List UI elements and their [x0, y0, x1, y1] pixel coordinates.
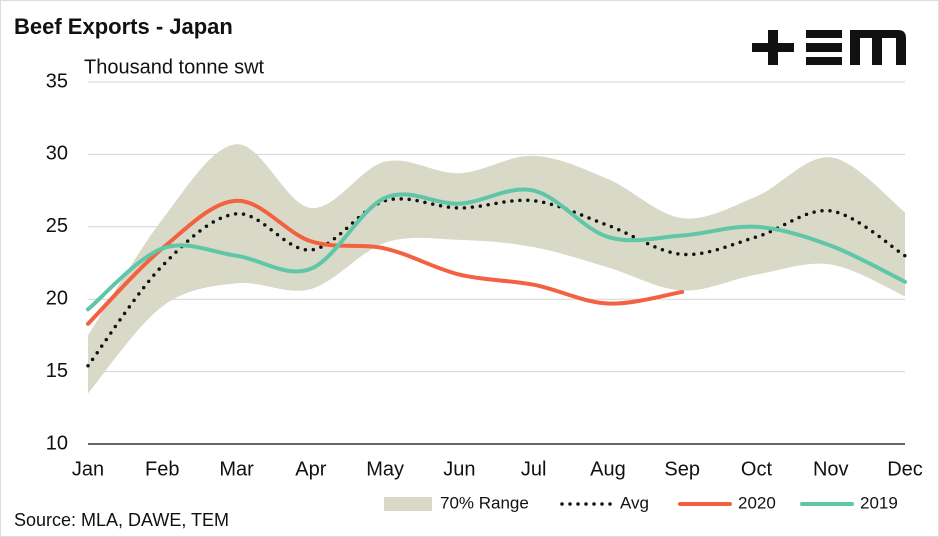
x-tick-label: Jan [72, 458, 104, 480]
x-tick-label: Apr [295, 458, 326, 480]
chart-title: Beef Exports - Japan [14, 14, 233, 39]
y-tick-label: 35 [46, 70, 68, 92]
y-tick-label: 20 [46, 287, 68, 309]
series-line [86, 187, 907, 312]
legend-label: 2019 [860, 493, 898, 512]
x-tick-label: Dec [887, 458, 923, 480]
x-tick-label: Jul [521, 458, 547, 480]
x-tick-label: Aug [590, 458, 626, 480]
range-band [88, 144, 905, 394]
y-tick-label: 10 [46, 432, 68, 454]
x-tick-label: Mar [219, 458, 254, 480]
legend-swatch [384, 497, 432, 511]
y-tick-label: 15 [46, 360, 68, 382]
legend-label: 2020 [738, 493, 776, 512]
x-tick-label: Oct [741, 458, 773, 480]
x-tick-label: Nov [813, 458, 849, 480]
x-tick-label: Feb [145, 458, 179, 480]
x-tick-label: Jun [443, 458, 475, 480]
y-tick-label: 25 [46, 215, 68, 237]
source: Source: MLA, DAWE, TEM [14, 510, 229, 530]
logo [752, 30, 906, 65]
legend-label: Avg [620, 493, 649, 512]
series-line [86, 198, 685, 326]
x-tick-label: Sep [664, 458, 700, 480]
series-line [86, 197, 907, 368]
chart-subtitle: Thousand tonne swt [84, 56, 265, 78]
legend-label: 70% Range [440, 493, 529, 512]
y-tick-label: 30 [46, 143, 68, 165]
x-tick-label: May [366, 458, 404, 480]
